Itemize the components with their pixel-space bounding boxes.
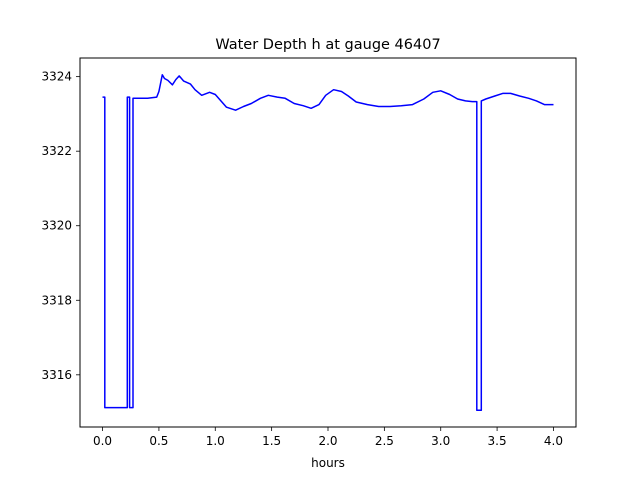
plot-area: [102, 74, 554, 411]
x-tick-label: 1.5: [262, 434, 281, 448]
y-axis: 3316 3318 3320 3322 3324: [41, 70, 80, 382]
x-tick-label: 2.5: [375, 434, 394, 448]
x-axis: 0.0 0.5 1.0 1.5 2.0 2.5 3.0 3.5 4.0: [93, 427, 563, 448]
x-axis-label: hours: [311, 456, 345, 470]
y-tick-label: 3318: [41, 293, 72, 307]
y-tick-label: 3324: [41, 70, 72, 84]
y-tick-label: 3316: [41, 368, 72, 382]
x-tick-label: 0.0: [93, 434, 112, 448]
y-tick-label: 3322: [41, 144, 72, 158]
x-tick-label: 3.5: [488, 434, 507, 448]
x-tick-label: 2.0: [318, 434, 337, 448]
series-line-0: [102, 74, 554, 411]
x-tick-label: 3.0: [431, 434, 450, 448]
x-tick-label: 4.0: [544, 434, 563, 448]
y-tick-label: 3320: [41, 219, 72, 233]
x-tick-label: 0.5: [149, 434, 168, 448]
x-tick-label: 1.0: [206, 434, 225, 448]
chart-title: Water Depth h at gauge 46407: [215, 37, 440, 53]
